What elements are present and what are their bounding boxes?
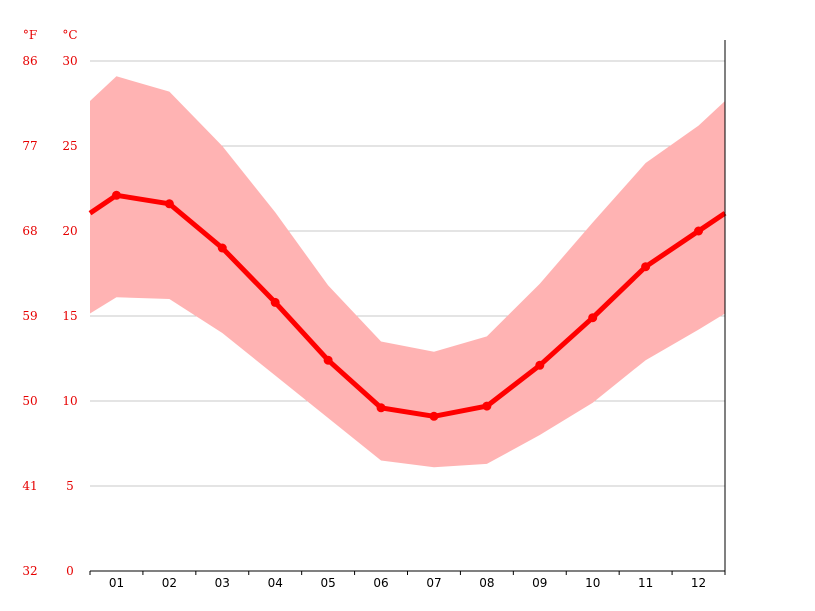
xtick-label-08: 08 [479,576,494,590]
average-line [88,192,727,419]
xtick-label-07: 07 [426,576,441,590]
ytick-label-c: 0 [66,564,74,578]
data-point-04 [270,297,280,307]
unit-label-c: °C [62,28,77,42]
xtick-label-12: 12 [691,576,706,590]
xtick-label-05: 05 [320,576,335,590]
ytick-label-f: 50 [22,394,37,408]
ytick-label-f: 68 [22,224,37,238]
axes [89,40,726,575]
average-temperature-line [88,190,727,421]
ytick-label-c: 5 [66,479,74,493]
xtick-label-02: 02 [162,576,177,590]
unit-label-f: °F [23,28,37,42]
data-point-05 [323,355,333,365]
data-point-03 [217,243,227,253]
ytick-label-f: 32 [22,564,37,578]
axis-labels: 32 0 41 5 50 10 59 15 68 20 77 25 86 30 °F °C 01 02 03 04 05… [22,28,706,590]
ytick-label-c: 25 [62,139,77,153]
ytick-label-f: 77 [22,139,37,153]
temperature-range-band [90,76,725,468]
ytick-label-f: 59 [22,309,37,323]
data-point-09 [535,360,545,370]
xtick-label-04: 04 [268,576,283,590]
xtick-label-06: 06 [373,576,388,590]
xtick-label-10: 10 [585,576,600,590]
data-point-07 [429,411,439,421]
data-point-12 [694,226,704,236]
ytick-label-f: 41 [22,479,37,493]
ytick-label-c: 10 [62,394,77,408]
range-band [90,76,725,468]
ytick-label-f: 86 [22,54,37,68]
ytick-label-c: 15 [62,309,77,323]
xtick-label-01: 01 [109,576,124,590]
ytick-label-c: 20 [62,224,77,238]
xtick-label-09: 09 [532,576,547,590]
ytick-label-c: 30 [62,54,77,68]
data-point-02 [164,199,174,209]
data-point-06 [376,403,386,413]
data-point-11 [641,262,651,272]
xtick-label-03: 03 [215,576,230,590]
data-point-10 [588,313,598,323]
data-point-08 [482,401,492,411]
data-point-01 [111,190,121,200]
xtick-label-11: 11 [638,576,653,590]
